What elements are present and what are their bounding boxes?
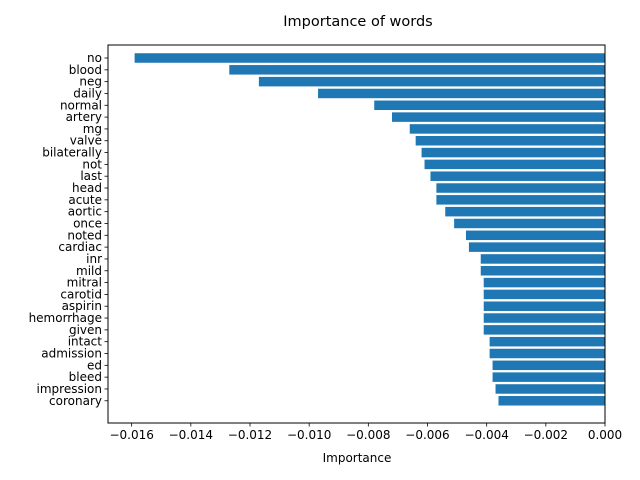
- y-tick-label: head: [72, 181, 102, 195]
- bar-noted: [465, 230, 605, 241]
- y-tick-label: daily: [73, 86, 102, 100]
- y-tick-label: noted: [67, 228, 102, 242]
- y-tick-label: neg: [79, 75, 102, 89]
- bar-hemorrhage: [483, 313, 605, 323]
- y-tick-label: last: [80, 169, 102, 183]
- bar-cardiac: [468, 242, 605, 252]
- x-tick-label: −0.002: [524, 428, 568, 442]
- y-tick-label: acute: [68, 193, 102, 207]
- plot-frame: [107, 44, 606, 424]
- bar-bleed: [492, 372, 605, 382]
- x-tick-label: −0.016: [109, 428, 153, 442]
- x-tick-label: −0.012: [228, 428, 272, 442]
- y-tick-label: carotid: [60, 287, 102, 301]
- bar-not: [424, 159, 605, 170]
- y-tick-label: normal: [60, 98, 102, 112]
- bar-aspirin: [483, 301, 605, 311]
- bar-normal: [374, 100, 605, 111]
- y-tick-label: impression: [37, 382, 102, 396]
- bar-artery: [392, 112, 605, 122]
- bar-ed: [492, 360, 605, 371]
- x-axis: −0.016 −0.014 −0.012 −0.010 −0.008 −0.006 −0.0…: [109, 423, 622, 442]
- y-tick-label: intact: [68, 335, 103, 349]
- bar-no: [134, 53, 605, 63]
- bar-daily: [318, 88, 605, 99]
- bar-given: [483, 325, 605, 335]
- y-tick-label: no: [87, 51, 102, 65]
- y-tick-label: given: [69, 323, 102, 337]
- y-tick-label: aspirin: [62, 299, 102, 313]
- bar-impression: [495, 384, 605, 394]
- y-tick-label: admission: [41, 347, 102, 361]
- y-tick-label: aortic: [68, 205, 102, 219]
- x-tick-label: −0.008: [346, 428, 390, 442]
- bar-inr: [480, 254, 605, 264]
- y-tick-label: mild: [76, 264, 102, 278]
- x-axis-label: Importance: [323, 451, 392, 465]
- bar-intact: [489, 336, 605, 347]
- bar-neg: [258, 76, 606, 87]
- bars-group: [134, 53, 606, 406]
- bar-head: [436, 183, 606, 193]
- bar-admission: [489, 348, 605, 359]
- y-tick-label: ed: [87, 358, 102, 372]
- y-tick-label: cardiac: [58, 240, 102, 254]
- bar-aortic: [445, 206, 605, 217]
- y-tick-label: mg: [83, 122, 102, 136]
- bar-bilaterally: [421, 147, 605, 158]
- y-tick-label: coronary: [49, 394, 102, 408]
- x-tick-label: 0.000: [588, 428, 622, 442]
- x-tick-label: −0.004: [464, 428, 508, 442]
- bar-carotid: [483, 289, 605, 300]
- y-tick-label: blood: [69, 63, 102, 77]
- bar-mg: [409, 124, 605, 134]
- y-tick-label: bilaterally: [42, 146, 102, 160]
- y-tick-label: bleed: [69, 370, 102, 384]
- y-tick-label: hemorrhage: [29, 311, 102, 325]
- bar-coronary: [498, 396, 605, 406]
- y-tick-label: not: [82, 157, 102, 171]
- x-tick-label: −0.014: [169, 428, 213, 442]
- bar-once: [454, 218, 606, 229]
- bar-mild: [480, 266, 605, 276]
- y-tick-label: mitral: [67, 276, 102, 290]
- bar-last: [430, 171, 605, 181]
- bar-valve: [415, 135, 605, 146]
- y-tick-labels: nobloodnegdailynormalarterymgvalvebilate…: [29, 51, 108, 408]
- y-tick-label: once: [73, 216, 102, 230]
- bar-acute: [436, 195, 606, 205]
- y-tick-label: inr: [86, 252, 102, 266]
- chart-title: Importance of words: [283, 14, 432, 30]
- y-tick-label: artery: [66, 110, 102, 124]
- x-tick-label: −0.006: [405, 428, 449, 442]
- x-tick-label: −0.010: [287, 428, 331, 442]
- bar-blood: [229, 65, 606, 75]
- bar-mitral: [483, 277, 605, 288]
- y-tick-label: valve: [70, 134, 102, 148]
